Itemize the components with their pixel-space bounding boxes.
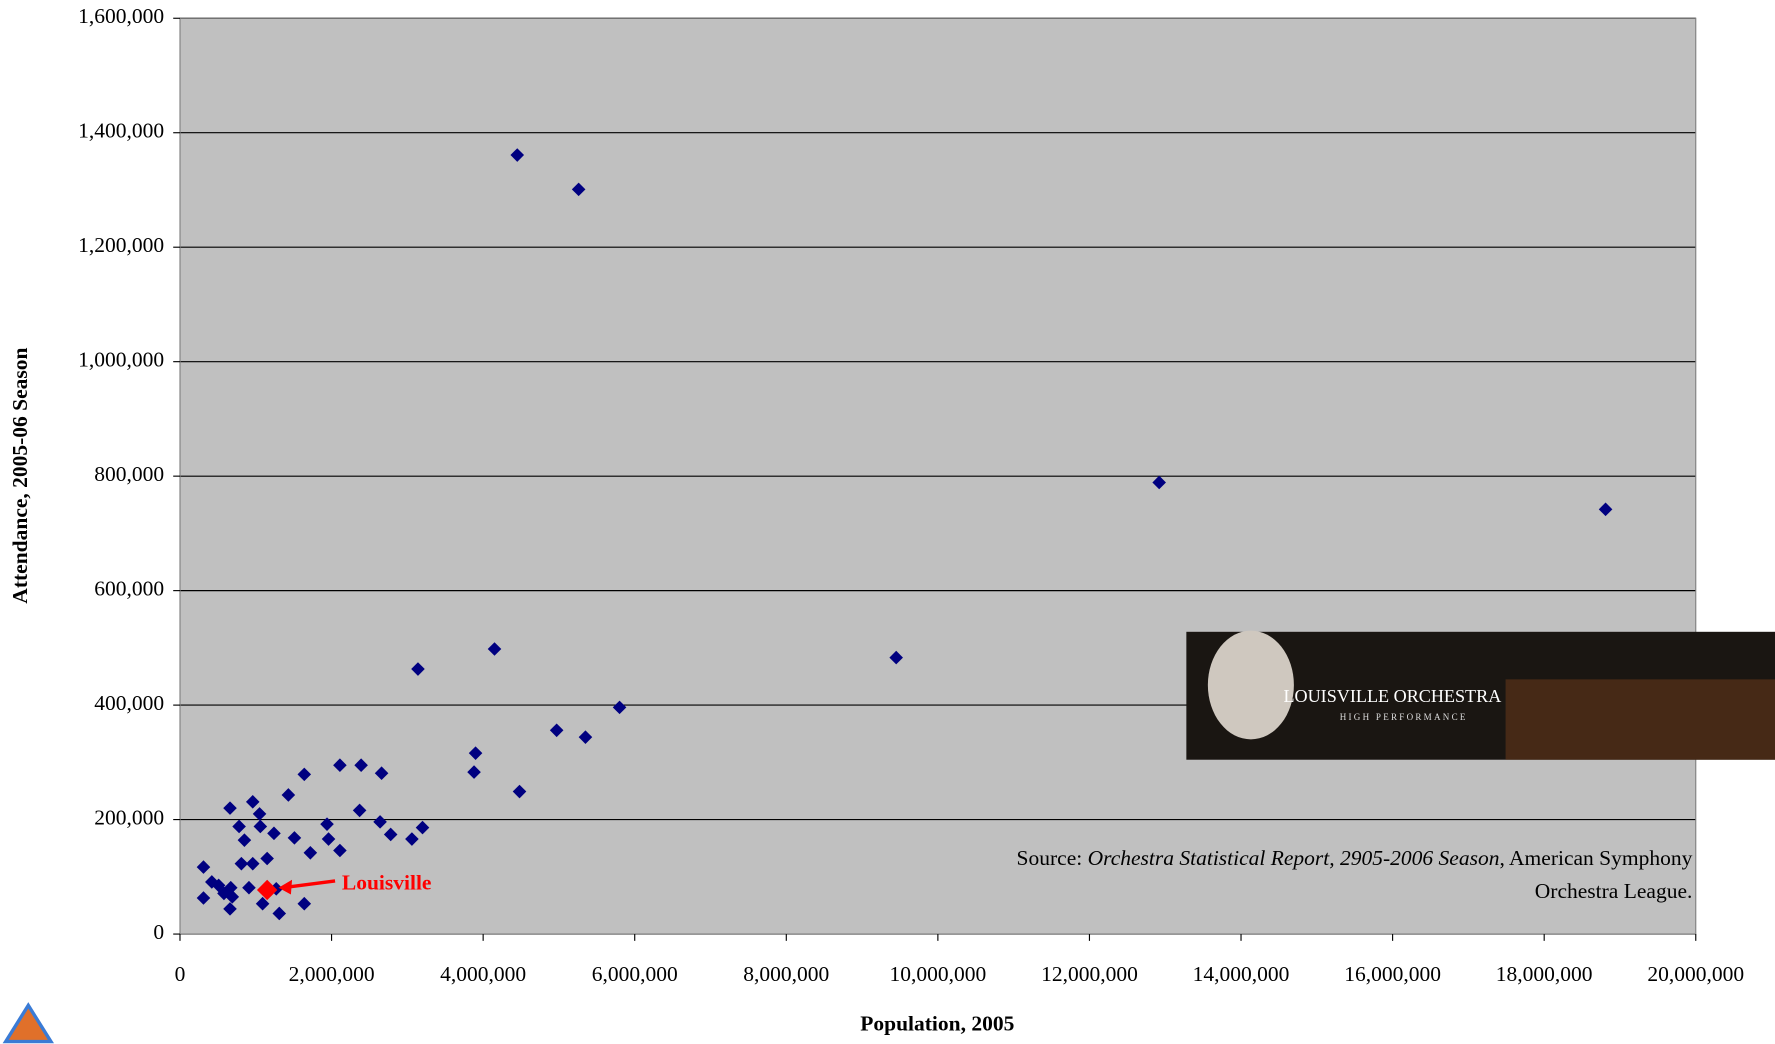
y-tick-label: 200,000 bbox=[94, 806, 164, 830]
x-tick-label: 6,000,000 bbox=[592, 962, 678, 986]
x-tick-label: 0 bbox=[175, 962, 186, 986]
x-tick-label: 8,000,000 bbox=[743, 962, 829, 986]
source-note-2: Orchestra League. bbox=[1535, 879, 1693, 903]
source-note: Source: Orchestra Statistical Report, 29… bbox=[1017, 846, 1693, 870]
y-tick-label: 800,000 bbox=[94, 462, 164, 486]
x-tick-label: 20,000,000 bbox=[1647, 962, 1744, 986]
y-tick-label: 1,400,000 bbox=[78, 119, 164, 143]
chart: Population, 2005 Attendance, 2005-06 Sea… bbox=[0, 0, 1775, 1044]
photo-banner: LOUISVILLE ORCHESTRA HIGH PERFORMANCE bbox=[1186, 631, 1775, 760]
source-prefix: Source: bbox=[1017, 846, 1088, 870]
y-tick-label: 1,600,000 bbox=[78, 4, 164, 28]
y-tick-label: 400,000 bbox=[94, 691, 164, 715]
x-tick-label: 4,000,000 bbox=[440, 962, 526, 986]
logo-triangle bbox=[6, 1005, 51, 1041]
y-tick-label: 1,200,000 bbox=[78, 233, 164, 257]
banner-name: LOUISVILLE ORCHESTRA bbox=[1283, 686, 1501, 706]
x-axis-label: Population, 2005 bbox=[860, 1011, 1014, 1035]
annotation-label: Louisville bbox=[342, 870, 432, 894]
y-tick-label: 0 bbox=[153, 920, 164, 944]
source-suffix: , American Symphony bbox=[1499, 846, 1692, 870]
y-tick-label: 1,000,000 bbox=[78, 348, 164, 372]
x-tick-label: 12,000,000 bbox=[1041, 962, 1138, 986]
source-title: Orchestra Statistical Report, 2905-2006 … bbox=[1088, 846, 1500, 870]
logo bbox=[6, 1005, 51, 1041]
y-axis-label: Attendance, 2005-06 Season bbox=[8, 347, 32, 603]
x-tick-label: 16,000,000 bbox=[1344, 962, 1441, 986]
x-tick-label: 14,000,000 bbox=[1193, 962, 1290, 986]
x-tick-label: 18,000,000 bbox=[1496, 962, 1593, 986]
y-tick-label: 600,000 bbox=[94, 577, 164, 601]
x-tick-label: 10,000,000 bbox=[889, 962, 986, 986]
x-tick-label: 2,000,000 bbox=[289, 962, 375, 986]
banner-photo bbox=[1506, 679, 1775, 759]
banner-face bbox=[1208, 631, 1294, 740]
banner-tagline: HIGH PERFORMANCE bbox=[1340, 712, 1468, 722]
